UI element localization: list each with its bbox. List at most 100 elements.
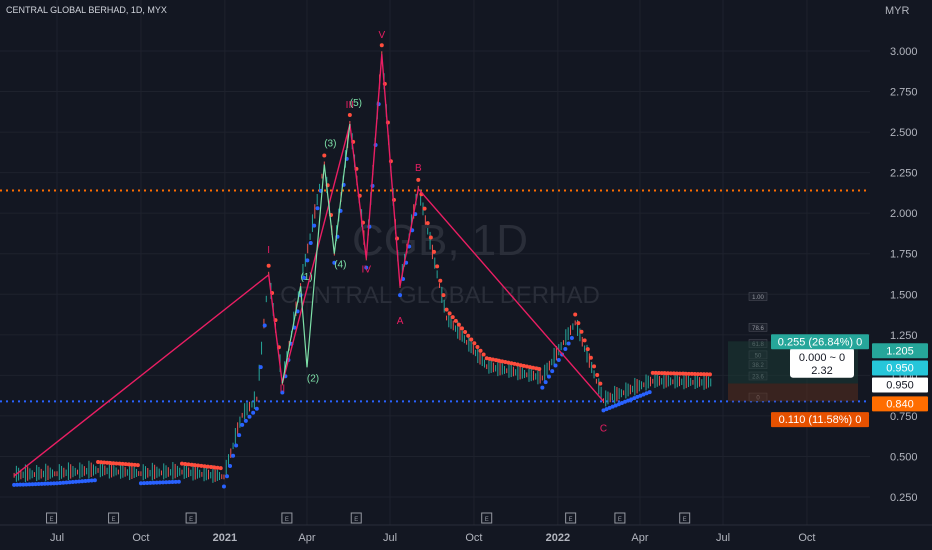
sar-dot bbox=[186, 462, 191, 467]
sar-dot bbox=[659, 371, 664, 376]
sar-dot bbox=[428, 235, 433, 240]
x-tick-label: Jul bbox=[50, 532, 64, 544]
sar-dot bbox=[619, 401, 624, 406]
sar-dot bbox=[701, 372, 706, 377]
sar-dot bbox=[126, 462, 131, 467]
sar-dot bbox=[481, 352, 486, 357]
loss-zone bbox=[728, 383, 858, 402]
sar-dot bbox=[553, 363, 558, 368]
sar-dot bbox=[262, 323, 267, 328]
earnings-marker-label: E bbox=[50, 517, 54, 523]
sar-dot bbox=[379, 43, 384, 48]
sar-dot bbox=[51, 481, 56, 486]
sar-dot bbox=[515, 362, 520, 367]
sar-dot bbox=[592, 364, 597, 369]
wave-label: B bbox=[415, 163, 422, 174]
sar-dot bbox=[111, 461, 116, 466]
x-tick-label: 2022 bbox=[546, 532, 570, 544]
sar-dot bbox=[466, 333, 471, 338]
x-tick-label: Oct bbox=[132, 532, 149, 544]
elliott-wave-line bbox=[13, 54, 605, 477]
sar-dot bbox=[173, 479, 178, 484]
sar-dot bbox=[196, 463, 201, 468]
x-tick-label: Oct bbox=[798, 532, 815, 544]
y-tick-label: 1.250 bbox=[890, 330, 918, 342]
y-tick-label: 0.500 bbox=[890, 451, 918, 463]
sar-dot bbox=[347, 112, 352, 117]
sar-dot bbox=[601, 408, 606, 413]
sar-dot bbox=[218, 466, 223, 471]
sar-dot bbox=[556, 358, 561, 363]
sar-dot bbox=[48, 481, 53, 486]
sar-dot bbox=[444, 307, 449, 312]
sar-dot bbox=[73, 479, 78, 484]
sar-dot bbox=[183, 462, 188, 467]
sar-dot bbox=[674, 371, 679, 376]
sar-dot bbox=[33, 482, 38, 487]
subwave-label: (5) bbox=[350, 98, 362, 109]
sar-dot bbox=[585, 347, 590, 352]
watermark-ticker: CGB, 1D bbox=[352, 216, 528, 265]
sar-dot bbox=[546, 374, 551, 379]
sar-dot bbox=[665, 371, 670, 376]
sar-dot bbox=[254, 406, 259, 411]
elliott-subwave-line bbox=[281, 123, 351, 384]
sar-dot bbox=[305, 258, 310, 263]
fib-level-label: 1.00 bbox=[752, 295, 764, 301]
sar-dot bbox=[635, 394, 640, 399]
sar-dot bbox=[707, 372, 712, 377]
sar-dot bbox=[21, 482, 26, 487]
sar-dot bbox=[12, 482, 17, 487]
earnings-marker bbox=[46, 512, 58, 524]
earnings-marker bbox=[185, 512, 197, 524]
earnings-marker bbox=[281, 512, 293, 524]
sar-dot bbox=[30, 482, 35, 487]
sar-dot bbox=[598, 381, 603, 386]
sar-dot bbox=[96, 460, 101, 465]
sar-dot bbox=[364, 265, 369, 270]
sar-dot bbox=[80, 479, 85, 484]
sar-dot bbox=[431, 249, 436, 254]
sar-dot bbox=[680, 371, 685, 376]
sar-dot bbox=[322, 153, 327, 158]
sar-dot bbox=[205, 464, 210, 469]
y-tick-label: 1.750 bbox=[890, 249, 918, 261]
x-tick-label: Jul bbox=[716, 532, 730, 544]
sar-dot bbox=[506, 360, 511, 365]
sar-dot bbox=[108, 460, 113, 465]
sar-dot bbox=[472, 341, 477, 346]
sar-dot bbox=[668, 371, 673, 376]
price-tag-label: 0.255 (26.84%) 0 bbox=[778, 336, 862, 348]
sar-dot bbox=[189, 462, 194, 467]
sar-dot bbox=[157, 480, 162, 485]
sar-dot bbox=[435, 264, 440, 269]
earnings-marker-label: E bbox=[285, 517, 289, 523]
sar-dot bbox=[469, 337, 474, 342]
sar-dot bbox=[237, 433, 242, 438]
sar-dot bbox=[573, 312, 578, 317]
sar-dot bbox=[332, 260, 337, 265]
earnings-marker bbox=[108, 512, 120, 524]
sar-dot bbox=[447, 311, 452, 316]
sar-dot bbox=[132, 462, 137, 467]
sar-dot bbox=[192, 463, 197, 468]
sar-dot bbox=[629, 397, 634, 402]
sar-dot bbox=[698, 372, 703, 377]
sar-dot bbox=[460, 326, 465, 331]
y-tick-label: 2.000 bbox=[890, 208, 918, 220]
sar-dot bbox=[315, 206, 320, 211]
sar-dot bbox=[102, 460, 107, 465]
sar-dot bbox=[154, 480, 159, 485]
sar-dot bbox=[234, 443, 239, 448]
sar-dot bbox=[77, 479, 82, 484]
sar-dot bbox=[36, 481, 41, 486]
sar-dot bbox=[199, 463, 204, 468]
fib-level-box bbox=[748, 323, 768, 332]
sar-dot bbox=[478, 348, 483, 353]
price-tag bbox=[771, 412, 869, 428]
sar-dot bbox=[626, 398, 631, 403]
sar-dot bbox=[114, 461, 119, 466]
sar-dot bbox=[170, 480, 175, 485]
sar-dot bbox=[610, 404, 615, 409]
